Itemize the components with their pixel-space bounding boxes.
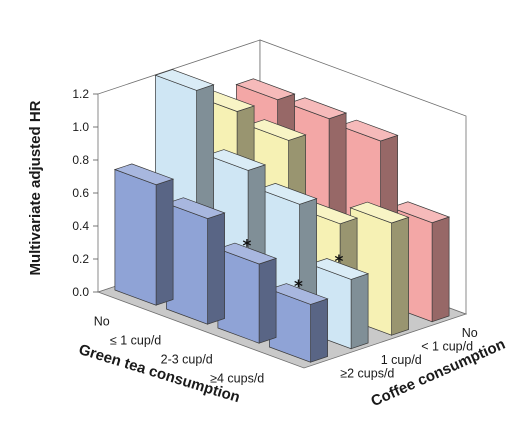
- significance-marker: *: [243, 237, 252, 257]
- bar: *: [216, 237, 278, 344]
- bar-top-face: [205, 149, 267, 171]
- y-tick-label: 1.0: [72, 120, 89, 134]
- y-axis-title: Multivariate adjusted HR: [27, 100, 44, 275]
- bar-top-face: [246, 119, 307, 141]
- significance-marker: *: [294, 277, 303, 297]
- significance-marker: *: [335, 252, 344, 272]
- bar-top-face: [257, 183, 318, 205]
- y-tick-label: 1.2: [72, 87, 89, 101]
- bar-front-face: [114, 168, 157, 306]
- bar-top-face: [268, 283, 329, 305]
- bar: *: [268, 277, 329, 363]
- bar-top-face: [113, 163, 175, 186]
- bar: [113, 163, 175, 306]
- y-tick-label: 0.4: [72, 219, 89, 233]
- bar-side-face: [258, 257, 277, 344]
- z-category-label: No: [462, 326, 478, 340]
- y-tick-label: 0.6: [72, 186, 89, 200]
- bar: [165, 197, 226, 325]
- y-tick-label: 0.2: [72, 252, 89, 266]
- z-category-label: < 1 cup/d: [421, 339, 473, 353]
- bar-top-face: [389, 201, 451, 224]
- y-tick-label: 0.8: [72, 153, 89, 167]
- x-category-label: ≤ 1 cup/d: [110, 334, 161, 348]
- bar-side-face: [310, 298, 328, 363]
- x-category-label: No: [94, 315, 110, 329]
- bar-side-face: [391, 216, 409, 336]
- bar-top-face: [154, 69, 215, 91]
- bars: * * *: [113, 69, 451, 363]
- bar-top-face: [165, 197, 226, 219]
- y-tick-label: 0.0: [72, 285, 89, 299]
- bar-side-face: [431, 216, 450, 323]
- bar-side-face: [207, 212, 225, 325]
- bar-top-face: [338, 119, 399, 142]
- bar-top-face: [235, 78, 296, 101]
- bar-top-face: [308, 258, 370, 280]
- bar-top-face: [216, 242, 278, 265]
- x-category-label: ≥4 cups/d: [210, 372, 264, 386]
- category-labels: No≤ 1 cup/d2-3 cup/d≥4 cups/dNo< 1 cup/d…: [94, 315, 478, 386]
- z-category-label: 1 cup/d: [381, 353, 422, 367]
- y-axis-ticks: 0.0 0.2 0.4 0.6 0.8 1.0 1.2: [72, 87, 98, 299]
- bar-side-face: [350, 273, 369, 350]
- bar-top-face: [349, 201, 410, 224]
- bar-side-face: [155, 178, 174, 306]
- bar-top-face: [286, 97, 348, 120]
- z-category-label: ≥2 cups/d: [340, 366, 394, 380]
- x-category-label: 2-3 cup/d: [161, 353, 213, 367]
